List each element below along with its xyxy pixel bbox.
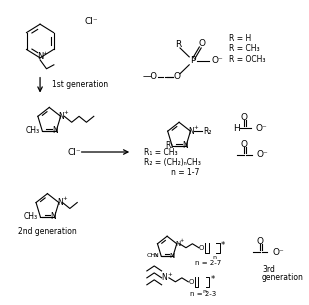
Text: Cl⁻: Cl⁻: [84, 17, 98, 26]
Text: +: +: [194, 125, 198, 130]
Text: N: N: [182, 141, 188, 150]
Text: N: N: [37, 52, 43, 61]
Text: R = H: R = H: [229, 34, 251, 43]
Text: N: N: [59, 112, 65, 121]
Text: R₁ = CH₃: R₁ = CH₃: [144, 149, 178, 157]
Text: O: O: [256, 237, 264, 246]
Text: O⁻: O⁻: [256, 150, 268, 160]
Text: O: O: [199, 39, 205, 48]
Text: n = 2-7: n = 2-7: [195, 260, 221, 266]
Text: N: N: [162, 273, 167, 282]
Text: CH₃: CH₃: [24, 212, 38, 221]
Text: O: O: [241, 140, 248, 149]
Text: R₁: R₁: [165, 141, 173, 150]
Text: CH₃: CH₃: [147, 253, 158, 258]
Text: R = CH₃: R = CH₃: [229, 45, 260, 53]
Text: n = 2-3: n = 2-3: [190, 291, 216, 297]
Text: N: N: [188, 127, 194, 136]
Text: +: +: [167, 272, 172, 277]
Text: O⁻: O⁻: [211, 56, 223, 65]
Text: 2nd generation: 2nd generation: [18, 227, 77, 236]
Text: n: n: [202, 289, 206, 294]
Text: O: O: [174, 72, 181, 81]
Text: P: P: [190, 56, 196, 65]
Text: R₂ = (CH₂)ₙCH₃: R₂ = (CH₂)ₙCH₃: [144, 158, 201, 167]
Text: *: *: [221, 241, 225, 250]
Text: CH₃: CH₃: [26, 126, 40, 135]
Text: +: +: [64, 110, 69, 115]
Text: N: N: [170, 253, 175, 259]
Text: O: O: [199, 245, 204, 251]
Text: O: O: [241, 113, 248, 122]
Text: R = OCH₃: R = OCH₃: [229, 55, 265, 64]
Text: R: R: [175, 41, 181, 49]
Text: *: *: [210, 275, 215, 284]
Text: N: N: [53, 126, 58, 135]
Text: —O: —O: [143, 72, 158, 81]
Text: N: N: [154, 253, 158, 258]
Text: +: +: [42, 52, 47, 56]
Text: O⁻: O⁻: [256, 124, 267, 133]
Text: O⁻: O⁻: [272, 248, 284, 257]
Text: R₂: R₂: [203, 127, 212, 136]
Text: 3rd: 3rd: [262, 265, 275, 275]
Text: Cl⁻: Cl⁻: [68, 148, 81, 156]
Text: generation: generation: [262, 273, 304, 282]
Text: n = 1-7: n = 1-7: [171, 168, 199, 177]
Text: +: +: [179, 238, 184, 243]
Text: n: n: [213, 255, 217, 260]
Text: +: +: [62, 196, 67, 201]
Text: N: N: [175, 241, 180, 247]
Text: O: O: [188, 279, 194, 285]
Text: 1st generation: 1st generation: [52, 80, 108, 89]
Text: H: H: [233, 124, 239, 133]
Text: N: N: [57, 198, 63, 207]
Text: N: N: [51, 212, 57, 221]
